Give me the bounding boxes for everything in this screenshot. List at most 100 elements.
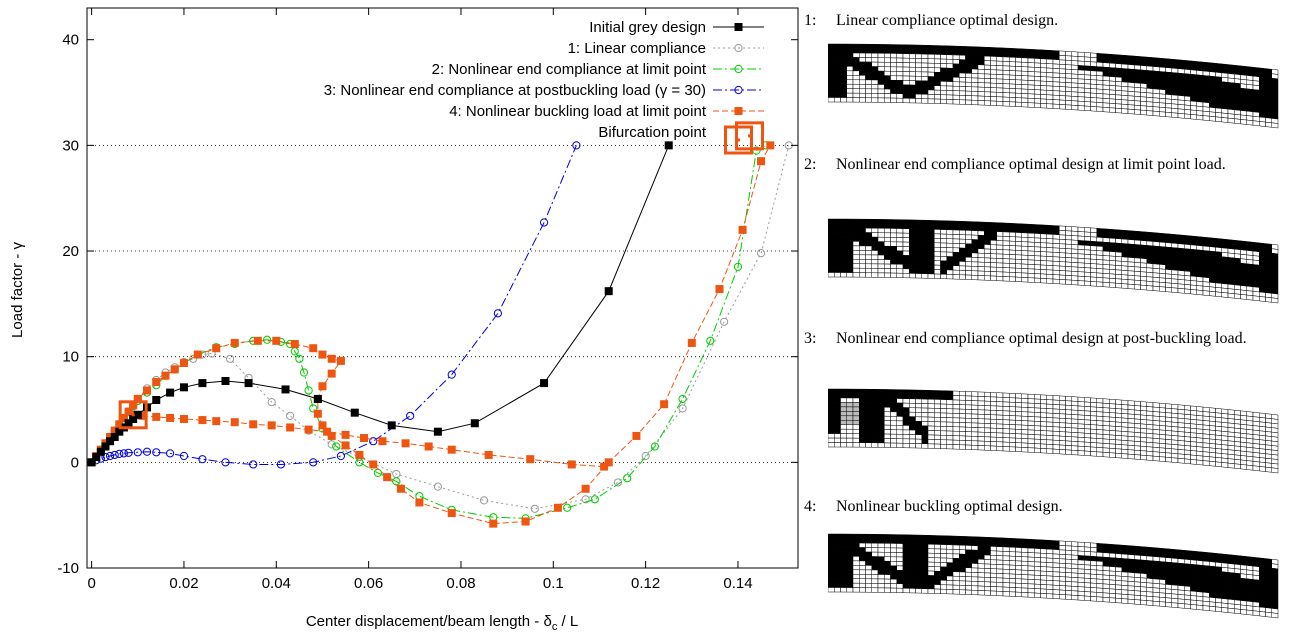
series-4-nonlinear-buckling-load-at-limit-point (87, 141, 775, 528)
beam-cell (852, 587, 860, 593)
beam-cell (996, 423, 1004, 429)
beam-cell (1184, 73, 1191, 79)
beam-cell (1140, 83, 1147, 89)
beam-cell (1146, 419, 1154, 426)
beam-cell (940, 412, 947, 418)
beam-cell (1127, 99, 1135, 106)
beam-cell (890, 407, 897, 413)
beam-cell (840, 393, 847, 399)
beam-cell (1184, 572, 1191, 578)
beam-cell (902, 75, 910, 81)
beam-cell (1084, 560, 1091, 566)
beam-cell (828, 52, 835, 58)
beam-cell (1115, 548, 1122, 555)
beam-cell (890, 398, 897, 404)
beam-cell (1059, 50, 1066, 56)
beam-cell (1077, 405, 1085, 412)
beam-cell (1027, 75, 1035, 81)
beam-cell (940, 390, 947, 396)
beam-cell (1059, 435, 1066, 442)
beam-cell (1127, 409, 1135, 415)
beam-cell (1096, 583, 1104, 589)
beam-cell (865, 411, 872, 417)
beam-cell (990, 82, 997, 89)
beam-cell (965, 59, 972, 65)
beam-cell (846, 442, 854, 448)
beam-cell (890, 66, 897, 72)
beam-cell (921, 575, 929, 581)
beam-cell (1109, 412, 1116, 418)
beam-cell (902, 583, 910, 589)
beam-cell (984, 60, 991, 66)
beam-cell (1102, 451, 1110, 458)
beam-cell (1002, 96, 1010, 103)
beam-cell (1059, 270, 1066, 276)
beam-cell (915, 233, 922, 239)
beam-cell (1177, 404, 1185, 411)
beam-cell (865, 424, 872, 430)
beam-cell (940, 45, 947, 51)
beam-cell (934, 85, 941, 91)
beam-cell (1121, 598, 1129, 604)
beam-cell (1040, 566, 1047, 572)
beam-cell (946, 85, 954, 91)
beam-cell (1034, 543, 1041, 549)
beam-cell (1027, 592, 1035, 598)
beam-cell (1090, 402, 1097, 408)
beam-cell (927, 242, 935, 248)
beam-cell (884, 565, 891, 571)
beam-cell (984, 257, 991, 263)
beam-cell (884, 236, 891, 243)
beam-cell (1046, 544, 1054, 550)
beam-cell (1084, 70, 1091, 76)
beam-cell (846, 223, 854, 229)
beam-cell (990, 436, 997, 442)
beam-cell (977, 91, 985, 97)
beam-cell (952, 408, 960, 414)
beam-cell (1196, 271, 1204, 278)
beam-cell (1015, 415, 1022, 421)
bifurcation-point-center (131, 413, 135, 417)
beam-cell (890, 232, 897, 238)
series-point (383, 473, 392, 482)
beam-cell (1040, 570, 1047, 577)
series-point (756, 249, 766, 258)
beam-cell (1196, 236, 1204, 242)
beam-cell (927, 224, 935, 230)
beam-cell (996, 74, 1004, 80)
beam-cell (852, 411, 860, 417)
beam-cell (965, 444, 972, 450)
beam-cell (984, 275, 991, 281)
beam-cell (1015, 227, 1022, 234)
beam-cell (890, 71, 897, 77)
beam-cell (1065, 266, 1072, 272)
beam-cell (909, 84, 916, 90)
beam-cell (984, 545, 991, 552)
series-point (119, 449, 129, 458)
beam-cell (846, 411, 854, 417)
beam-cell (1002, 551, 1010, 557)
beam-cell (1227, 607, 1235, 614)
beam-cell (1109, 584, 1116, 590)
beam-cell (984, 414, 991, 420)
beam-cell (1002, 441, 1010, 448)
beam-cell (971, 91, 979, 97)
beam-cell (1071, 418, 1079, 425)
beam-cell (846, 48, 854, 54)
beam-cell (828, 587, 835, 593)
beam-cell (1096, 102, 1104, 108)
beam-cell (1015, 424, 1022, 430)
beam-cell (1102, 71, 1110, 77)
beam-cell (990, 231, 997, 237)
beam-cell (846, 547, 854, 553)
beam-cell (984, 391, 991, 398)
beam-cell (959, 95, 966, 101)
caption-3: 3: Nonlinear end compliance optimal desig… (804, 328, 1304, 349)
beam-cell (1109, 398, 1116, 405)
beam-cell (840, 415, 847, 421)
beam-cell (927, 439, 935, 445)
beam-cell (1146, 424, 1154, 430)
beam-cell (865, 569, 872, 575)
beam-cell (1121, 54, 1129, 61)
beam-cell (971, 64, 979, 70)
